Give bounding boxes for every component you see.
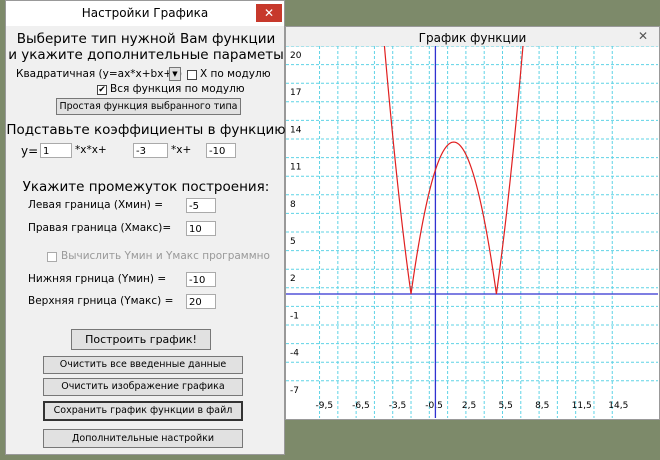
coef-input[interactable]: 1: [40, 143, 72, 158]
y-tick-label: 14: [290, 125, 302, 135]
button[interactable]: Сохранить график функции в файл: [43, 401, 243, 421]
range-input[interactable]: -5: [186, 198, 216, 213]
x-tick-label: -3,5: [389, 401, 407, 411]
plot: -9,5 -6,5 -3,5 -0,5 2,5 5,5 8,5 11,5 14,5 20 17 14 1…: [286, 46, 658, 418]
label: Верхняя грница (Yмакс) =: [28, 295, 174, 307]
y-tick-label: -4: [290, 349, 299, 359]
range-input[interactable]: 10: [186, 221, 216, 236]
close-button[interactable]: ✕: [638, 29, 649, 43]
x-tick-label: -9,5: [316, 401, 334, 411]
y-tick-label: 17: [290, 88, 301, 98]
y-tick-label: 2: [290, 274, 296, 284]
button[interactable]: Очистить изображение графика: [43, 378, 243, 396]
label: Правая граница (Хмакс)=: [28, 222, 172, 234]
x-tick-label: 14,5: [608, 401, 628, 411]
function-type[interactable]: Квадратичная (y=ax*x+bx+c): [16, 68, 183, 80]
x-tick-label: -6,5: [352, 401, 370, 411]
checkbox-label: Вычислить Yмин и Yмакс программно: [61, 250, 270, 262]
y-tick-label: 20: [290, 51, 302, 61]
y-tick-label: -7: [290, 386, 299, 396]
button[interactable]: Построить график!: [71, 329, 211, 350]
label: Левая граница (Хмин) =: [28, 199, 163, 211]
x-tick-label: 2,5: [462, 401, 476, 411]
settings-dialog: Настройки Графика ✕ Выберите тип нужной …: [5, 0, 286, 455]
x-tick-label: 5,5: [498, 401, 512, 411]
checkbox[interactable]: ✔: [97, 85, 107, 95]
checkbox-label: X по модулю: [200, 68, 271, 80]
range-input[interactable]: -10: [186, 272, 216, 287]
x-tick-label: -0,5: [425, 401, 443, 411]
label: Нижняя грница (Yмин) =: [28, 273, 167, 285]
label: *x*x+: [75, 144, 107, 156]
checkbox[interactable]: [187, 70, 197, 80]
x-tick-label: 11,5: [572, 401, 592, 411]
title-bar: Настройки Графика: [6, 1, 284, 26]
window-title: График функции: [418, 31, 527, 45]
heading: Укажите промежуток построения:: [22, 179, 270, 195]
coef-input[interactable]: -3: [133, 143, 168, 158]
button[interactable]: Очистить все введенные данные: [43, 356, 243, 374]
title-bar: График функции: [286, 27, 659, 47]
x-tick-label: 8,5: [535, 401, 549, 411]
label: y=: [21, 144, 39, 158]
heading: Выберите тип нужной Вам функции: [16, 31, 276, 47]
y-tick-label: 8: [290, 200, 296, 210]
graph-window: График функции ✕: [285, 26, 660, 420]
label: *x+: [171, 144, 192, 156]
y-tick-label: -1: [290, 311, 299, 321]
function-curve: [383, 46, 524, 295]
close-button[interactable]: ✕: [256, 4, 282, 22]
y-tick-label: 5: [290, 237, 296, 247]
heading: Подставьте коэффициенты в функцию: [6, 122, 286, 138]
range-input[interactable]: 20: [186, 294, 216, 309]
checkbox-label: Вся функция по модулю: [110, 83, 245, 95]
y-tick-label: 11: [290, 163, 301, 173]
heading: и укажите дополнительные параметы: [8, 47, 284, 63]
button[interactable]: Дополнительные настройки: [43, 429, 243, 448]
dropdown-arrow[interactable]: ▼: [169, 67, 181, 81]
checkbox: [47, 252, 57, 262]
dialog-title: Настройки Графика: [81, 6, 209, 20]
button[interactable]: Простая функция выбранного типа: [56, 98, 241, 115]
coef-input[interactable]: -10: [206, 143, 236, 158]
